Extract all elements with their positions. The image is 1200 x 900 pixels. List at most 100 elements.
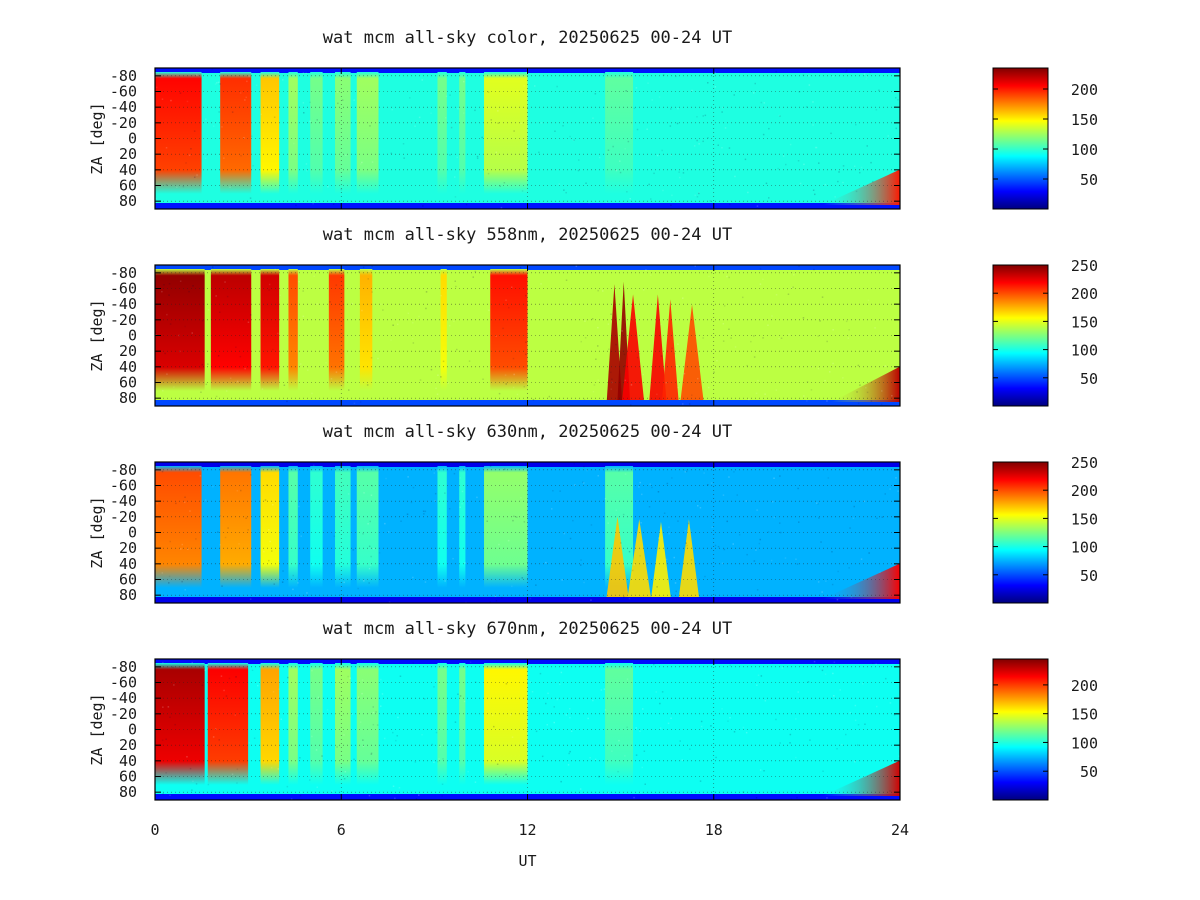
- panel-2-ytick-label: -60: [110, 280, 137, 298]
- panel-4-segment: [207, 663, 249, 794]
- panel-2-ytick-label: 40: [119, 358, 137, 376]
- panel-3-ytick-label: -20: [110, 508, 137, 526]
- panel-4-heatmap: [155, 659, 900, 800]
- panel-2-colorbar-label: 50: [1080, 370, 1098, 388]
- panel-3-ylabel: ZA [deg]: [88, 496, 106, 568]
- panel-2-ytick-label: 60: [119, 374, 137, 392]
- panel-3-segment: [220, 466, 252, 597]
- panel-1-segment: [220, 72, 252, 203]
- panel-3-colorbar-gradient: [992, 461, 1049, 604]
- panel-2-spike: [649, 294, 667, 400]
- panel-4-ytick-label: 60: [119, 768, 137, 786]
- panel-1-ytick-label: 20: [119, 145, 137, 163]
- panel-3-segment: [155, 466, 202, 597]
- panel-4-segment: [310, 663, 323, 794]
- panel-2-segment: [490, 269, 528, 400]
- panel-4-colorbar-label: 200: [1071, 677, 1098, 695]
- panel-1-ytick-label: 40: [119, 161, 137, 179]
- panel-1-colorbar-label: 50: [1080, 171, 1098, 189]
- panel-2-heatmap: [155, 265, 900, 406]
- panel-1-colorbar-label: 150: [1071, 111, 1098, 129]
- panel-2-colorbar-label: 250: [1071, 257, 1098, 275]
- panel-3-colorbar-label: 100: [1071, 539, 1098, 557]
- panel-1-ytick-label: -20: [110, 114, 137, 132]
- panel-1: wat mcm all-sky color, 20250625 00-24 UT…: [88, 28, 1098, 210]
- panel-2-colorbar-label: 200: [1071, 285, 1098, 303]
- panel-3-spike: [606, 516, 629, 597]
- panel-1-colorbar: 50 100 150 200: [992, 67, 1098, 210]
- panel-4-segment: [437, 663, 447, 794]
- panel-2-ytick-label: -20: [110, 311, 137, 329]
- panel-4-segment: [605, 663, 634, 794]
- xtick-label: 18: [705, 821, 723, 839]
- panel-2-segment: [288, 269, 298, 400]
- panel-4-ytick-label: 80: [119, 783, 137, 801]
- panel-2-segment: [440, 269, 447, 400]
- panel-4: wat mcm all-sky 670nm, 20250625 00-24 UT…: [88, 619, 1098, 801]
- panel-4-ytick-label: 0: [128, 721, 137, 739]
- panel-4-segment: [484, 663, 528, 794]
- panel-1-segment: [356, 72, 379, 203]
- panel-3-segment: [310, 466, 323, 597]
- panel-4-ytick-label: 20: [119, 736, 137, 754]
- panel-3-spike: [627, 519, 651, 597]
- panel-3-spike: [651, 521, 671, 597]
- panel-1-segment: [155, 72, 202, 203]
- panel-1-colorbar-label: 100: [1071, 141, 1098, 159]
- panel-4-segment: [335, 663, 351, 794]
- panel-2-ytick-label: 80: [119, 389, 137, 407]
- panel-3-ytick-label: 80: [119, 586, 137, 604]
- panel-3-ytick-label: 60: [119, 571, 137, 589]
- panel-2-segment: [210, 269, 252, 400]
- panel-4-colorbar-label: 50: [1080, 763, 1098, 781]
- panel-2-ytick-label: -80: [110, 264, 137, 282]
- panel-4-segment: [459, 663, 466, 794]
- panel-3-segment: [484, 466, 528, 597]
- panel-3-ytick-label: 0: [128, 524, 137, 542]
- panel-1-ylabel: ZA [deg]: [88, 102, 106, 174]
- panel-1-ytick-label: 60: [119, 177, 137, 195]
- panel-1-segment: [335, 72, 351, 203]
- panel-3-corner-glow: [822, 563, 900, 599]
- xtick-label: 6: [337, 821, 346, 839]
- panel-3-ytick-label: -60: [110, 477, 137, 495]
- panel-4-ytick-label: -20: [110, 705, 137, 723]
- panel-4-ytick-label: -40: [110, 689, 137, 707]
- panel-2-spike: [680, 304, 704, 400]
- panel-3-colorbar-label: 200: [1071, 482, 1098, 500]
- panel-4-segment: [155, 663, 205, 794]
- panel-4-segment: [260, 663, 280, 794]
- panel-2-spike: [606, 284, 623, 400]
- panel-2: wat mcm all-sky 558nm, 20250625 00-24 UT…: [88, 225, 1098, 407]
- panel-4-colorbar-label: 150: [1071, 706, 1098, 724]
- panel-3-title: wat mcm all-sky 630nm, 20250625 00-24 UT: [323, 422, 732, 442]
- panel-2-colorbar-label: 100: [1071, 342, 1098, 360]
- panel-3-ytick-label: 40: [119, 555, 137, 573]
- panel-3-segment: [335, 466, 351, 597]
- panel-3-ytick-label: -40: [110, 492, 137, 510]
- panel-2-colorbar-gradient: [992, 264, 1049, 407]
- panel-4-title: wat mcm all-sky 670nm, 20250625 00-24 UT: [323, 619, 732, 639]
- panel-1-ytick-label: -40: [110, 98, 137, 116]
- panel-2-ytick-label: -40: [110, 295, 137, 313]
- panel-1-ytick-label: 80: [119, 192, 137, 210]
- panel-3-colorbar: 50 100 150 200 250: [992, 454, 1098, 604]
- panel-1-colorbar-label: 200: [1071, 81, 1098, 99]
- panel-3-spike: [678, 519, 699, 597]
- panel-4-ytick-label: -80: [110, 658, 137, 676]
- panel-4-colorbar: 50 100 150 200: [992, 658, 1098, 801]
- panel-3: wat mcm all-sky 630nm, 20250625 00-24 UT…: [88, 422, 1098, 604]
- panel-1-ytick-label: -60: [110, 83, 137, 101]
- panel-3-segment: [260, 466, 280, 597]
- panel-2-title: wat mcm all-sky 558nm, 20250625 00-24 UT: [323, 225, 732, 245]
- panel-1-ytick-label: -80: [110, 67, 137, 85]
- panel-2-ytick-label: 0: [128, 327, 137, 345]
- panel-1-segment: [310, 72, 323, 203]
- panel-1-segment: [437, 72, 447, 203]
- xtick-label: 12: [518, 821, 536, 839]
- panel-3-segment: [288, 466, 298, 597]
- panel-1-segment: [484, 72, 528, 203]
- xlabel: UT: [518, 852, 536, 870]
- panel-2-ytick-label: 20: [119, 342, 137, 360]
- panel-2-corner-glow: [831, 366, 900, 402]
